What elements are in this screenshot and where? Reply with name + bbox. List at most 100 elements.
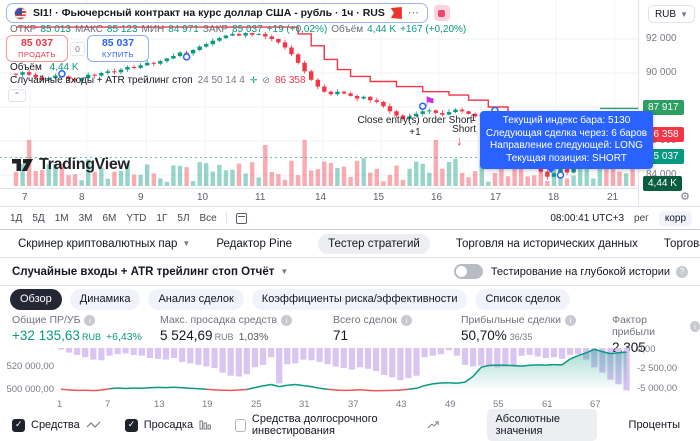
tab-screener[interactable]: Скринер криптовалютных пар ▼: [18, 238, 190, 250]
range-5Л[interactable]: 5Л: [177, 213, 189, 224]
info-icon[interactable]: i: [281, 315, 292, 326]
spread-value: 0: [70, 42, 85, 56]
subtab-performance[interactable]: Динамика: [70, 289, 141, 310]
session-mode-button[interactable]: рег: [634, 213, 649, 224]
calendar-icon[interactable]: [236, 213, 247, 224]
volume-indicator-legend[interactable]: Объём 4,44 K: [10, 62, 79, 73]
marker-cross-icon[interactable]: ✛: [250, 75, 258, 86]
price-tick: 90 000: [646, 67, 677, 78]
tab-pine-editor[interactable]: Редактор Pine: [216, 238, 292, 250]
currency-selector[interactable]: RUB ▼: [648, 5, 695, 23]
strategy-report-selector[interactable]: Случайные входы + ATR трейлинг стоп Отчё…: [12, 266, 288, 278]
trade-number-tick: 19: [202, 399, 213, 410]
more-options-icon[interactable]: ⋯: [408, 8, 420, 18]
absolute-values-button[interactable]: Абсолютные значения: [487, 409, 596, 441]
price-chart-panel[interactable]: TradingView SI1! · Фьючерсный контракт н…: [0, 0, 700, 229]
order-fill-marker: [184, 54, 190, 60]
order-fill-marker: [558, 172, 564, 178]
symbol-search-button[interactable]: SI1! · Фьючерсный контракт на курс долла…: [6, 3, 428, 23]
subtab-trade-analysis[interactable]: Анализ сделок: [148, 289, 243, 310]
deep-history-toggle[interactable]: [454, 264, 483, 279]
range-1Г[interactable]: 1Г: [156, 213, 167, 224]
tab-trading-panel[interactable]: Торговая панель: [664, 238, 700, 250]
trade-number-tick: 37: [348, 399, 359, 410]
time-tick: 14: [315, 192, 326, 203]
help-icon[interactable]: ?: [676, 266, 688, 278]
strategy-indicator-legend[interactable]: Случайные входы + ATR трейлинг стоп 24 5…: [10, 75, 306, 86]
subtab-ratios[interactable]: Коэффициенты риска/эффективности: [252, 289, 468, 310]
trade-number-tick: 7: [105, 399, 110, 410]
strategy-tooltip: Текущий индекс бара: 5130 Следующая сдел…: [480, 111, 653, 169]
close-value: 85 037: [232, 24, 263, 35]
range-selector: 1Д 5Д 1М 3М 6М YTD 1Г 5Л Все: [0, 213, 217, 224]
trade-number-tick: 1: [57, 399, 62, 410]
stat-label: Макс. просадка средств: [160, 314, 277, 326]
equity-legend-row: Средства Просадка Средства долгосрочного…: [0, 411, 700, 439]
stat-unit: RUB: [215, 332, 234, 342]
hide-icon[interactable]: ⊘: [262, 75, 270, 86]
trade-number-tick: 67: [590, 399, 601, 410]
range-1М[interactable]: 1М: [55, 213, 69, 224]
tooltip-line: Текущий индекс бара: 5130: [485, 115, 648, 128]
time-tick: 17: [490, 192, 501, 203]
clock[interactable]: 08:00:41 UTC+3: [550, 213, 624, 224]
tradingview-watermark: TradingView: [12, 156, 130, 174]
stat-value: +32 135,63: [12, 328, 80, 343]
range-1Д[interactable]: 1Д: [10, 213, 22, 224]
sell-button[interactable]: 85 037 ПРОДАТЬ: [6, 35, 68, 62]
stat-extra: +6,43%: [106, 331, 142, 343]
subtab-trades-list[interactable]: Список сделок: [475, 289, 570, 310]
range-5Д[interactable]: 5Д: [32, 213, 44, 224]
tab-replay[interactable]: Торговля на исторических данных: [456, 238, 638, 250]
price-badge: 4,44 K: [643, 176, 682, 191]
report-title: Случайные входы + ATR трейлинг стоп Отчё…: [12, 266, 274, 278]
volume-value: 4,44 K: [367, 24, 396, 35]
checkbox[interactable]: [235, 419, 246, 432]
stats-row: Общие ПР/УБ i +32 135,63 RUB +6,43% Макс. п…: [0, 312, 700, 345]
moex-exchange-icon: [391, 7, 402, 19]
strategy-args: 24 50 14 4: [198, 75, 245, 86]
stat-value: 5 524,69: [160, 328, 213, 343]
checkbox[interactable]: [12, 419, 25, 432]
trade-buttons: 85 037 ПРОДАТЬ 0 85 037 КУПИТЬ: [6, 35, 149, 62]
checkbox[interactable]: [125, 419, 138, 432]
trade-number-tick: 13: [154, 399, 165, 410]
tab-label: Торговая панель: [664, 238, 700, 250]
price-tick: 92 000: [646, 33, 677, 44]
info-icon[interactable]: i: [84, 315, 95, 326]
info-icon[interactable]: i: [690, 321, 700, 332]
pink-badge-icon[interactable]: [434, 5, 450, 21]
buy-button[interactable]: 85 037 КУПИТЬ: [87, 35, 149, 62]
range-6М[interactable]: 6М: [103, 213, 117, 224]
range-Все[interactable]: Все: [200, 213, 217, 224]
stat-label: Прибыльные сделки: [461, 314, 561, 326]
tab-strategy-tester[interactable]: Тестер стратегий: [318, 234, 430, 254]
legend-equity[interactable]: Средства: [12, 419, 101, 432]
percent-button[interactable]: Проценты: [621, 415, 688, 435]
line-chart-icon: [86, 420, 101, 430]
adjust-button[interactable]: корр: [659, 211, 692, 226]
range-3М[interactable]: 3М: [79, 213, 93, 224]
tab-label: Редактор Pine: [216, 238, 292, 250]
strategy-stop-value: 86 358: [275, 75, 306, 86]
chevron-down-icon: ▼: [680, 10, 688, 19]
stat-label: Общие ПР/УБ: [12, 314, 80, 326]
collapse-legend-button[interactable]: ⌃: [8, 89, 26, 102]
subtab-overview[interactable]: Обзор: [10, 289, 62, 310]
info-icon[interactable]: i: [565, 315, 576, 326]
time-tick: 10: [197, 192, 208, 203]
sell-label: ПРОДАТЬ: [18, 49, 56, 60]
legend-dr awdown[interactable]: Просадка: [125, 419, 211, 432]
range-YTD[interactable]: YTD: [126, 213, 146, 224]
info-icon[interactable]: i: [401, 315, 412, 326]
deep-history-label: Тестирование на глубокой истории: [491, 266, 670, 278]
gear-icon[interactable]: ⚙: [680, 190, 690, 203]
legend-buy-hold[interactable]: Средства долгосрочного инвестирования: [235, 413, 439, 437]
high-label: МАКС: [75, 24, 103, 35]
